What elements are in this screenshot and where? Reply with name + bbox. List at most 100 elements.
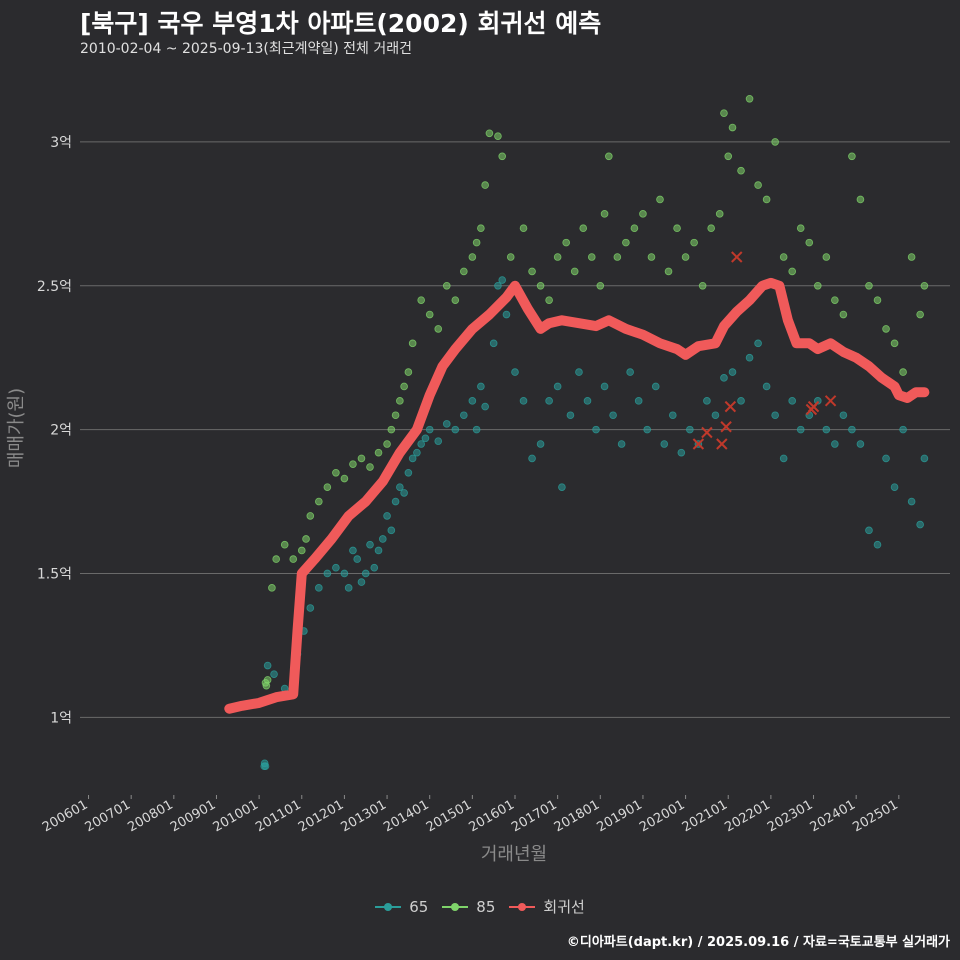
data-point-85: [494, 132, 502, 140]
x-axis: 2006012007012008012009012010012011012012…: [40, 795, 901, 835]
data-point-65: [839, 411, 848, 420]
cancelled-mark: [692, 438, 705, 450]
data-point-85: [400, 382, 408, 391]
data-point-65: [600, 382, 609, 391]
data-point-65: [315, 584, 323, 592]
cancelled-mark: [807, 400, 820, 413]
data-point-85: [856, 195, 865, 204]
x-tick-label: 201601: [467, 797, 517, 835]
data-point-65: [907, 497, 916, 506]
data-point-85: [673, 224, 681, 233]
data-point-85: [536, 281, 545, 290]
data-point-65: [519, 397, 528, 405]
data-point-85: [528, 267, 536, 276]
data-point-65: [668, 411, 677, 420]
data-point-65: [353, 555, 362, 563]
data-point-65: [651, 382, 660, 391]
data-point-65: [754, 339, 762, 348]
data-point-65: [558, 483, 566, 491]
x-tick-label: 202201: [722, 797, 772, 835]
data-point-85: [404, 368, 413, 376]
data-point-65: [617, 440, 626, 448]
data-point-65: [374, 546, 383, 555]
data-point-85: [899, 368, 907, 376]
data-point-65: [391, 497, 400, 506]
data-point-85: [882, 325, 890, 333]
data-point-85: [442, 281, 451, 290]
data-point-65: [762, 382, 771, 391]
data-point-85: [690, 238, 698, 247]
cancelled-mark: [731, 251, 743, 263]
x-tick-label: 202501: [850, 797, 900, 835]
data-point-65: [822, 425, 831, 434]
data-point-65: [349, 546, 357, 555]
cancelled-mark: [824, 395, 837, 407]
data-point-85: [771, 138, 779, 146]
data-point-65: [813, 397, 822, 405]
source-caption: ©디아파트(dapt.kr) / 2025.09.16 / 자료=국토교통부 실…: [566, 935, 950, 950]
data-point-65: [634, 397, 643, 405]
data-point-85: [481, 181, 489, 189]
data-point-85: [656, 195, 664, 204]
y-axis-label: 매매가(원): [6, 388, 27, 468]
data-point-85: [272, 555, 280, 563]
x-tick-label: 202101: [680, 797, 730, 835]
data-point-85: [302, 535, 310, 543]
data-point-65: [920, 454, 929, 463]
data-point-65: [745, 353, 754, 362]
data-point-65: [481, 402, 489, 411]
legend-key-65: [375, 900, 402, 914]
data-point-65: [344, 584, 353, 592]
data-point-85: [831, 296, 839, 304]
cancelled-mark: [724, 400, 737, 413]
data-point-65: [400, 489, 408, 497]
data-point-65: [370, 563, 379, 572]
data-point-85: [519, 224, 528, 233]
data-point-85: [498, 152, 507, 161]
data-point-65: [451, 425, 460, 434]
data-point-65: [728, 368, 737, 376]
data-point-85: [349, 460, 357, 468]
data-point-85: [630, 224, 639, 233]
data-point-85: [707, 224, 715, 233]
data-point-65: [489, 339, 498, 348]
data-point-85: [562, 238, 570, 247]
data-point-65: [472, 425, 481, 434]
data-point-65: [417, 440, 425, 448]
data-point-85: [315, 497, 323, 506]
data-point-65: [270, 670, 278, 678]
data-point-65: [677, 448, 686, 457]
data-point-65: [796, 425, 805, 434]
data-point-85: [280, 540, 289, 549]
data-point-65: [609, 411, 617, 420]
data-point-65: [383, 512, 391, 520]
y-tick-label: 1.5억: [37, 566, 72, 582]
data-point-85: [263, 676, 272, 684]
legend: 65 85 회귀선: [0, 896, 960, 917]
data-point-65: [425, 425, 434, 434]
data-point-85: [477, 224, 485, 233]
data-point-85: [545, 296, 553, 304]
data-point-65: [366, 540, 374, 549]
legend-item-85: 85: [442, 898, 495, 916]
data-point-85: [920, 281, 929, 290]
data-point-65: [261, 762, 270, 771]
legend-item-regression: 회귀선: [509, 896, 585, 917]
data-point-85: [728, 123, 737, 132]
cancelled-mark: [716, 438, 728, 450]
data-point-85: [788, 267, 797, 276]
x-tick-label: 201301: [339, 797, 389, 835]
x-tick-label: 200601: [40, 797, 90, 835]
data-point-85: [396, 397, 404, 405]
data-point-65: [460, 411, 468, 420]
series-85-points: [261, 94, 929, 690]
data-point-85: [374, 448, 383, 457]
data-point-65: [528, 454, 536, 463]
data-point-85: [681, 253, 690, 261]
data-point-65: [890, 483, 899, 491]
x-tick-label: 202401: [808, 797, 858, 835]
data-point-85: [639, 210, 647, 218]
data-point-85: [698, 281, 707, 290]
x-axis-label: 거래년월: [481, 844, 547, 865]
